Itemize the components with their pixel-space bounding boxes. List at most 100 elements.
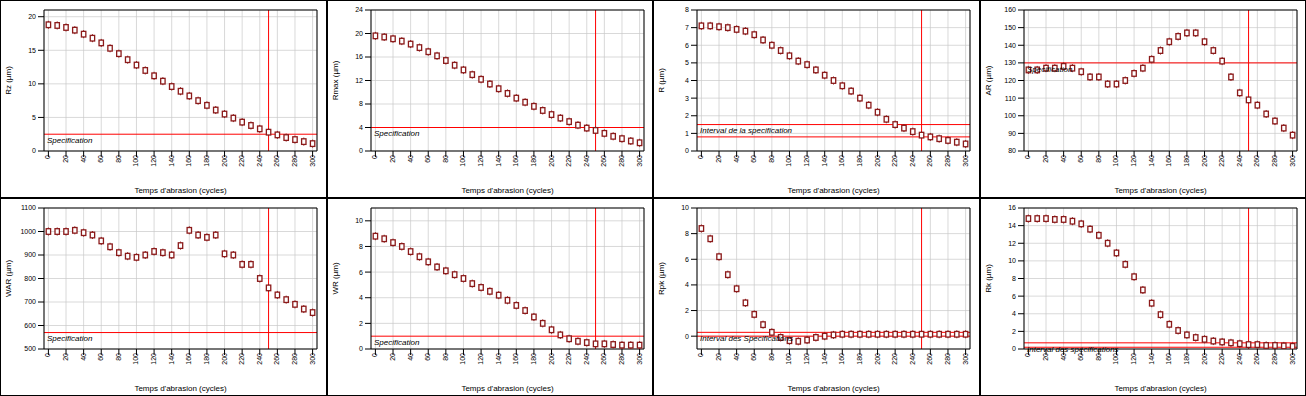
svg-text:40: 40 [733, 353, 740, 361]
svg-text:Temps d'abrasion (cycles): Temps d'abrasion (cycles) [788, 384, 881, 393]
svg-text:12: 12 [1008, 240, 1016, 247]
svg-text:240: 240 [256, 155, 263, 167]
svg-text:40: 40 [80, 353, 87, 361]
svg-text:260: 260 [600, 353, 607, 365]
svg-text:Specification: Specification [1027, 65, 1073, 74]
svg-text:8: 8 [685, 230, 689, 237]
svg-text:16: 16 [1008, 204, 1016, 211]
svg-text:0: 0 [32, 147, 36, 154]
svg-text:200: 200 [221, 155, 228, 167]
svg-text:220: 220 [1218, 155, 1225, 167]
svg-text:40: 40 [406, 155, 413, 163]
svg-text:300: 300 [1288, 155, 1295, 167]
svg-text:2: 2 [685, 112, 689, 119]
svg-text:4: 4 [685, 77, 689, 84]
svg-text:800: 800 [25, 275, 37, 282]
svg-text:20: 20 [1042, 353, 1049, 361]
svg-text:Specification: Specification [374, 338, 420, 347]
svg-text:1: 1 [685, 130, 689, 137]
svg-text:0: 0 [45, 353, 52, 357]
svg-text:220: 220 [565, 353, 572, 365]
svg-text:3: 3 [685, 95, 689, 102]
svg-text:280: 280 [944, 353, 951, 365]
svg-text:Specification: Specification [47, 334, 93, 343]
svg-text:140: 140 [168, 155, 175, 167]
svg-text:60: 60 [750, 155, 757, 163]
svg-text:20: 20 [715, 155, 722, 163]
svg-text:240: 240 [1235, 155, 1242, 167]
svg-text:6: 6 [1012, 293, 1016, 300]
svg-text:240: 240 [582, 353, 589, 365]
svg-text:24: 24 [355, 6, 363, 13]
svg-text:700: 700 [25, 298, 37, 305]
svg-text:60: 60 [1077, 155, 1084, 163]
svg-text:WAR (µm): WAR (µm) [8, 260, 13, 298]
svg-text:120: 120 [150, 353, 157, 365]
svg-text:40: 40 [1059, 155, 1066, 163]
svg-text:240: 240 [582, 155, 589, 167]
svg-text:Interval de la specification: Interval de la specification [700, 126, 793, 135]
svg-text:10: 10 [28, 80, 36, 87]
svg-text:Temps d'abrasion (cycles): Temps d'abrasion (cycles) [788, 186, 881, 195]
svg-text:R (µm): R (µm) [657, 68, 666, 93]
svg-text:Temps d'abrasion (cycles): Temps d'abrasion (cycles) [1114, 384, 1207, 393]
svg-text:0: 0 [1024, 155, 1031, 159]
svg-text:Specification: Specification [374, 129, 420, 138]
svg-text:280: 280 [618, 155, 625, 167]
svg-text:180: 180 [203, 155, 210, 167]
svg-text:10: 10 [681, 204, 689, 211]
svg-text:60: 60 [97, 353, 104, 361]
svg-text:Temps d'abrasion (cycles): Temps d'abrasion (cycles) [135, 186, 228, 195]
svg-text:100: 100 [786, 353, 793, 365]
svg-text:120: 120 [477, 353, 484, 365]
svg-text:60: 60 [97, 155, 104, 163]
svg-text:180: 180 [530, 353, 537, 365]
svg-text:100: 100 [133, 353, 140, 365]
svg-text:180: 180 [203, 353, 210, 365]
svg-text:0: 0 [359, 345, 363, 352]
svg-text:4: 4 [359, 124, 363, 131]
svg-text:160: 160 [512, 155, 519, 167]
svg-text:1100: 1100 [21, 204, 36, 211]
svg-text:Temps d'abrasion (cycles): Temps d'abrasion (cycles) [1114, 186, 1207, 195]
svg-text:5: 5 [32, 114, 36, 121]
svg-text:280: 280 [291, 353, 298, 365]
svg-text:0: 0 [685, 333, 689, 340]
svg-text:140: 140 [1147, 353, 1154, 365]
svg-text:200: 200 [547, 353, 554, 365]
svg-text:100: 100 [1004, 112, 1016, 119]
svg-text:60: 60 [750, 353, 757, 361]
svg-text:200: 200 [874, 353, 881, 365]
svg-text:120: 120 [803, 155, 810, 167]
svg-text:20: 20 [389, 353, 396, 361]
svg-text:140: 140 [1147, 155, 1154, 167]
svg-text:80: 80 [768, 155, 775, 163]
svg-text:Temps d'abrasion (cycles): Temps d'abrasion (cycles) [461, 384, 554, 393]
svg-text:240: 240 [909, 155, 916, 167]
svg-text:200: 200 [547, 155, 554, 167]
svg-text:40: 40 [733, 155, 740, 163]
svg-text:WR (µm): WR (µm) [331, 262, 340, 294]
svg-text:7: 7 [685, 24, 689, 31]
svg-text:0: 0 [45, 155, 52, 159]
svg-text:80: 80 [442, 353, 449, 361]
svg-text:2: 2 [359, 320, 363, 327]
svg-text:200: 200 [1200, 155, 1207, 167]
svg-text:200: 200 [874, 155, 881, 167]
svg-text:40: 40 [406, 353, 413, 361]
svg-text:160: 160 [839, 155, 846, 167]
svg-text:8: 8 [359, 243, 363, 250]
svg-text:160: 160 [512, 353, 519, 365]
svg-text:220: 220 [565, 155, 572, 167]
svg-text:220: 220 [238, 353, 245, 365]
svg-text:Rk (µm): Rk (µm) [984, 264, 993, 293]
svg-text:0: 0 [698, 353, 705, 357]
svg-text:160: 160 [1165, 353, 1172, 365]
svg-text:80: 80 [1008, 147, 1016, 154]
svg-text:100: 100 [1112, 155, 1119, 167]
svg-text:8: 8 [359, 100, 363, 107]
svg-text:4: 4 [1012, 310, 1016, 317]
svg-text:140: 140 [168, 353, 175, 365]
svg-text:120: 120 [477, 155, 484, 167]
svg-text:0: 0 [685, 147, 689, 154]
